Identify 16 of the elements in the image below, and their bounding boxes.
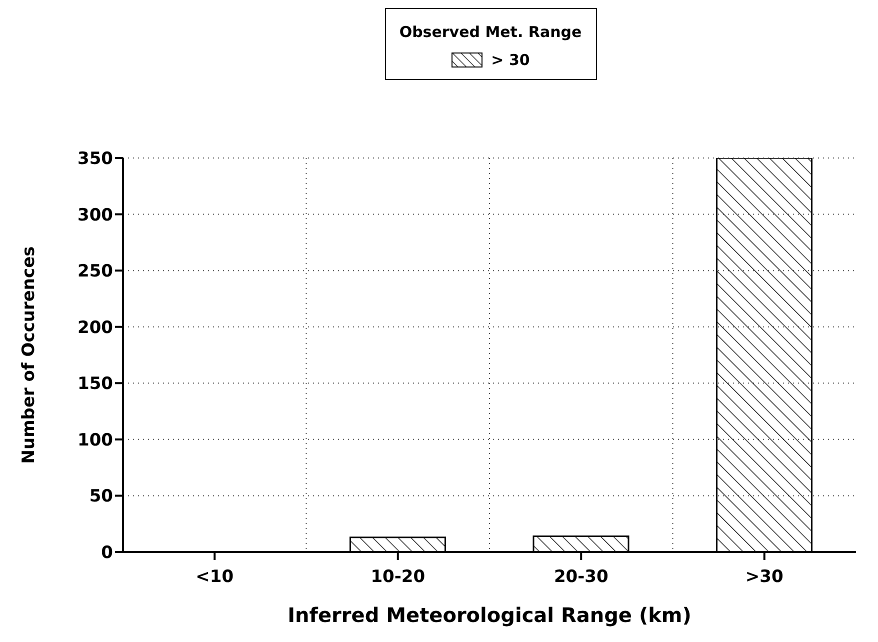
- y-tick-label: 50: [89, 486, 114, 507]
- y-tick-label: 300: [78, 205, 114, 226]
- x-tick-label: 20-30: [554, 567, 608, 588]
- y-tick-label: 150: [78, 374, 114, 394]
- legend-title: Observed Met. Range: [398, 23, 583, 41]
- x-tick-label: <10: [196, 567, 234, 588]
- y-axis-title: Number of Occurences: [19, 246, 40, 464]
- x-tick-label: 10-20: [370, 567, 426, 588]
- y-tick-label: 100: [78, 430, 114, 450]
- x-axis-title: Inferred Meteorological Range (km): [288, 603, 692, 627]
- y-tick-label: 350: [78, 149, 114, 170]
- y-tick-label: 200: [78, 318, 114, 338]
- x-tick-label: >30: [745, 567, 784, 588]
- text: > 30: [491, 51, 530, 69]
- y-tick-label: 0: [101, 543, 114, 564]
- y-tick-label: 250: [78, 262, 114, 282]
